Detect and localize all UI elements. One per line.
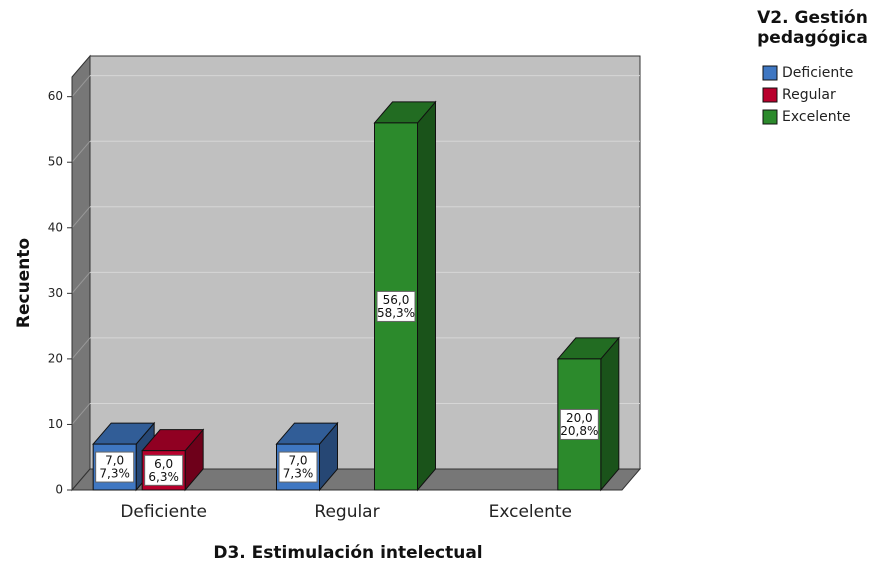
back-wall <box>89 55 641 470</box>
y-axis-title: Recuento <box>14 238 34 328</box>
value-label: 20,0 <box>566 411 593 425</box>
side-wall <box>71 54 91 492</box>
y-tick-label: 10 <box>48 417 63 431</box>
percent-label: 7,3% <box>283 467 314 481</box>
x-tick-label: Regular <box>314 502 379 522</box>
legend-title: V2. Gestión pedagógica <box>757 8 868 48</box>
value-label-box <box>144 454 184 486</box>
floor <box>70 468 642 491</box>
legend-swatch <box>762 87 778 103</box>
y-tick-label: 30 <box>48 286 63 300</box>
bar-side <box>600 336 620 492</box>
value-label: 6,0 <box>154 457 173 471</box>
percent-label: 20,8% <box>560 424 598 438</box>
value-label-box <box>95 451 135 483</box>
y-tick-label: 20 <box>48 351 63 365</box>
x-axis-title: D3. Estimulación intelectual <box>213 543 482 563</box>
grid-line <box>71 337 91 360</box>
grid-line <box>71 206 91 229</box>
legend-label: Excelente <box>782 109 851 125</box>
y-tick-label: 50 <box>48 155 63 169</box>
grid-line <box>71 272 91 294</box>
grid-line <box>71 403 91 425</box>
legend-swatch <box>762 109 778 125</box>
legend-label: Deficiente <box>782 65 853 81</box>
y-tick-label: 60 <box>48 89 63 103</box>
value-label-box <box>376 290 416 322</box>
y-tick-label: 40 <box>48 220 63 234</box>
value-label: 7,0 <box>105 454 124 468</box>
value-label-box <box>278 451 318 483</box>
grid-line <box>71 140 91 163</box>
bar-side <box>417 100 436 492</box>
grid-line <box>71 75 91 97</box>
x-tick-label: Excelente <box>489 502 572 522</box>
percent-label: 6,3% <box>148 470 179 484</box>
value-label: 56,0 <box>383 293 410 307</box>
value-label-box <box>559 408 599 440</box>
value-label: 7,0 <box>288 454 307 468</box>
x-tick-label: Deficiente <box>120 502 207 522</box>
percent-label: 58,3% <box>377 306 415 320</box>
legend-label: Regular <box>782 87 836 103</box>
y-tick-label: 0 <box>55 483 63 497</box>
percent-label: 7,3% <box>99 467 130 481</box>
legend-swatch <box>762 65 778 81</box>
